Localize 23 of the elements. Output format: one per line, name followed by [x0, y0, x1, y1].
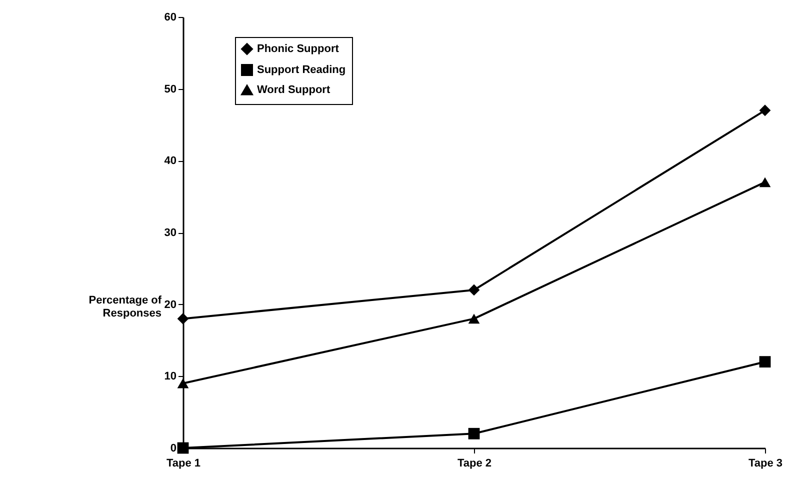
- point: [468, 284, 480, 296]
- point: [468, 428, 480, 440]
- point: [177, 378, 189, 388]
- point: [177, 442, 189, 454]
- point: [759, 356, 771, 368]
- point: [759, 104, 771, 116]
- y-tick-label: 60: [164, 12, 176, 24]
- point: [759, 177, 771, 188]
- x-tick-label: Tape 2: [457, 458, 492, 470]
- y-tick-label: 10: [164, 370, 176, 383]
- legend-label: Word Support: [257, 84, 330, 96]
- x-tick-label: Tape 3: [748, 458, 783, 470]
- y-tick-label: 30: [164, 227, 176, 239]
- legend-label: Support Reading: [257, 64, 346, 76]
- y-axis-title: Percentage of Responses: [88, 294, 162, 320]
- y-tick-label: 40: [164, 155, 176, 168]
- point: [177, 313, 189, 324]
- point: [468, 314, 480, 324]
- y-tick-label: 20: [164, 298, 176, 311]
- y-tick-label: 0: [170, 442, 176, 454]
- legend-label: Phonic Support: [257, 43, 340, 55]
- x-tick-label: Tape 1: [166, 458, 201, 470]
- y-tick-label: 50: [164, 83, 176, 96]
